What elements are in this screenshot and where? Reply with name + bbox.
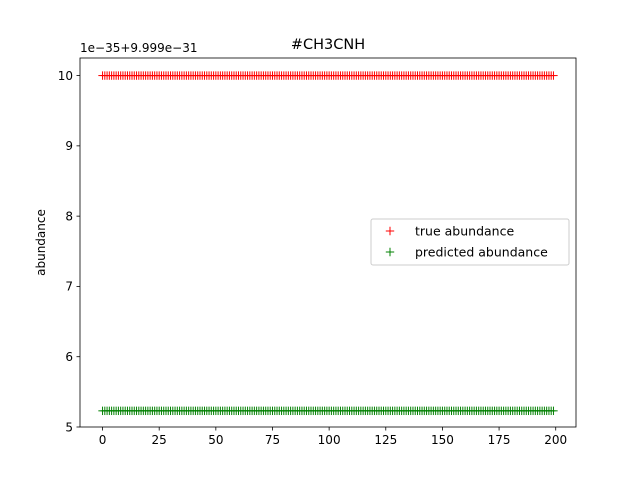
x-tick-label: 125: [374, 433, 397, 447]
legend-plus-marker: [385, 226, 395, 236]
x-tick-label: 100: [318, 433, 341, 447]
legend-entry-predicted-abundance: predicted abundance: [385, 245, 548, 260]
y-tick-label: 9: [65, 139, 73, 153]
x-tick-label: 75: [265, 433, 280, 447]
y-tick-label: 8: [65, 209, 73, 223]
x-tick-label: 175: [488, 433, 511, 447]
legend: true abundance predicted abundance: [370, 218, 570, 266]
y-axis-label: abundance: [34, 209, 48, 276]
y-axis-offset-label: 1e−35+9.999e−31: [80, 41, 197, 55]
legend-box: [370, 218, 570, 266]
data-point-true-abundance: [549, 71, 558, 80]
axes-layer: 0 25 50 75 100 125 150 175 200 5 6 7 8 9 10: [58, 69, 567, 447]
data-point-predicted-abundance: [549, 406, 558, 416]
y-tick-label: 10: [58, 69, 73, 83]
legend-marker-true-abundance: [385, 226, 395, 236]
chart-title: #CH3CNH: [291, 37, 365, 53]
y-tick-label: 6: [65, 350, 73, 364]
legend-plus-marker: [385, 247, 395, 257]
series-layer: [98, 71, 558, 416]
x-tick-label: 25: [152, 433, 167, 447]
legend-label-true-abundance: true abundance: [415, 224, 514, 239]
legend-entry-true-abundance: true abundance: [385, 224, 514, 239]
x-tick-label: 0: [99, 433, 107, 447]
series-predicted-abundance: [98, 406, 558, 416]
x-tick-label: 200: [544, 433, 567, 447]
series-true-abundance: [98, 71, 558, 80]
legend-label-predicted-abundance: predicted abundance: [415, 245, 548, 260]
legend-marker-predicted-abundance: [385, 247, 395, 257]
x-tick-label: 150: [431, 433, 454, 447]
y-tick-label: 5: [65, 420, 73, 434]
plot-frame: [79, 57, 577, 428]
x-tick-label: 50: [208, 433, 223, 447]
y-tick-label: 7: [65, 280, 73, 294]
